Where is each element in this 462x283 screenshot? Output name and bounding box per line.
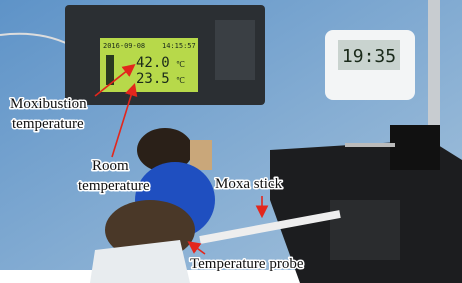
gauze (190, 140, 212, 170)
label: Room (92, 158, 129, 174)
stick-holder (330, 200, 400, 260)
screen-icon (106, 55, 114, 85)
label: Temperature probe (190, 256, 304, 272)
unit: ℃ (176, 60, 185, 69)
recorder-date: 2016-09-08 (103, 42, 145, 50)
clamp (390, 125, 440, 170)
photo: 2016-09-08 14:15:57 42.0 ℃ 23.5 ℃ 19:35 … (0, 0, 462, 283)
label: Moxa stick (215, 176, 283, 192)
moxibustion-reading: 42.0 (136, 55, 170, 71)
recorder-time: 14:15:57 (162, 42, 196, 50)
room-reading: 23.5 (136, 71, 170, 87)
label: temperature (78, 178, 150, 194)
timer-display: 19:35 (342, 46, 396, 67)
recorder-panel (215, 20, 255, 80)
label: temperature (12, 116, 84, 132)
unit: ℃ (176, 76, 185, 85)
label: Moxibustion (10, 96, 87, 112)
